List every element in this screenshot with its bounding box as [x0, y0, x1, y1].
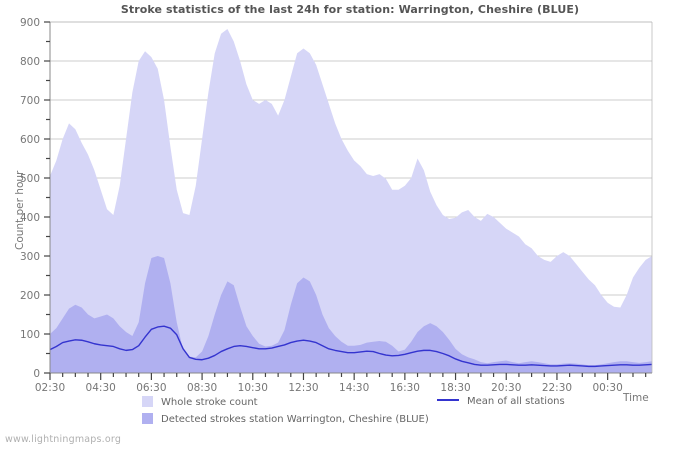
svg-text:200: 200	[20, 290, 40, 302]
svg-text:600: 600	[20, 134, 40, 146]
svg-text:02:30: 02:30	[35, 382, 65, 394]
svg-text:500: 500	[20, 173, 40, 185]
x-axis-label: Time	[623, 392, 649, 404]
svg-text:900: 900	[20, 17, 40, 29]
svg-text:06:30: 06:30	[136, 382, 166, 394]
svg-text:14:30: 14:30	[339, 382, 369, 394]
svg-text:100: 100	[20, 329, 40, 341]
svg-text:10:30: 10:30	[238, 382, 268, 394]
svg-text:00:30: 00:30	[593, 382, 623, 394]
svg-text:800: 800	[20, 56, 40, 68]
svg-text:700: 700	[20, 95, 40, 107]
svg-text:12:30: 12:30	[288, 382, 318, 394]
svg-text:08:30: 08:30	[187, 382, 217, 394]
svg-text:16:30: 16:30	[390, 382, 420, 394]
y-axis-label: Count per hour	[14, 170, 26, 250]
svg-text:300: 300	[20, 251, 40, 263]
svg-text:0: 0	[33, 368, 40, 380]
svg-text:04:30: 04:30	[86, 382, 116, 394]
watermark-footer: www.lightningmaps.org	[5, 434, 122, 445]
svg-text:400: 400	[20, 212, 40, 224]
svg-text:20:30: 20:30	[491, 382, 521, 394]
svg-text:22:30: 22:30	[542, 382, 572, 394]
svg-text:18:30: 18:30	[440, 382, 470, 394]
chart-title: Stroke statistics of the last 24h for st…	[120, 3, 580, 16]
